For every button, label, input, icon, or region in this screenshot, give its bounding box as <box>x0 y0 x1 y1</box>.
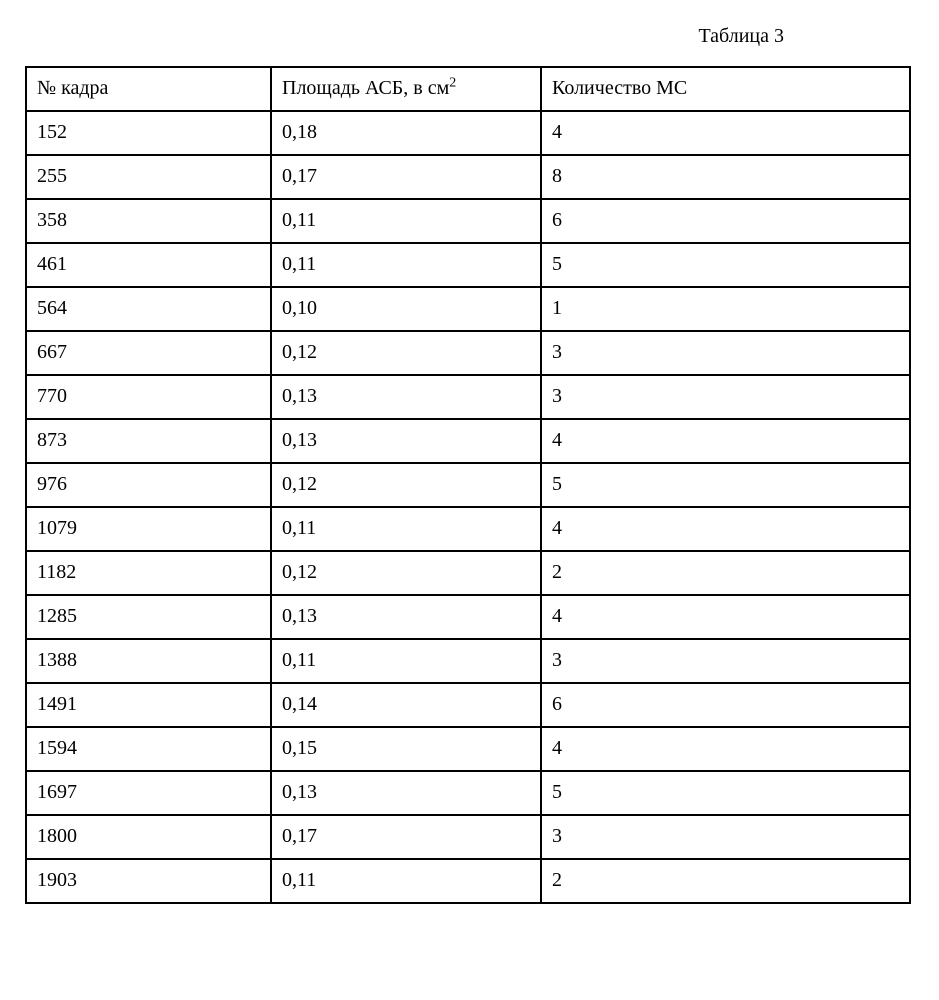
table-cell: 5 <box>541 771 910 815</box>
table-row: 14910,146 <box>26 683 910 727</box>
table-cell: 0,11 <box>271 507 541 551</box>
table-row: 4610,115 <box>26 243 910 287</box>
table-cell: 3 <box>541 815 910 859</box>
table-row: 18000,173 <box>26 815 910 859</box>
table-cell: 1903 <box>26 859 271 903</box>
table-cell: 1079 <box>26 507 271 551</box>
table-caption: Таблица 3 <box>25 25 784 48</box>
table-row: 10790,114 <box>26 507 910 551</box>
table-cell: 873 <box>26 419 271 463</box>
table-cell: 0,11 <box>271 243 541 287</box>
table-cell: 3 <box>541 375 910 419</box>
data-table: № кадра Площадь АСБ, в см2 Количество МС… <box>25 66 911 904</box>
table-cell: 0,13 <box>271 375 541 419</box>
table-cell: 152 <box>26 111 271 155</box>
table-row: 5640,101 <box>26 287 910 331</box>
table-cell: 4 <box>541 727 910 771</box>
table-row: 15940,154 <box>26 727 910 771</box>
table-header-row: № кадра Площадь АСБ, в см2 Количество МС <box>26 67 910 111</box>
table-cell: 0,17 <box>271 815 541 859</box>
table-cell: 1388 <box>26 639 271 683</box>
table-cell: 0,13 <box>271 595 541 639</box>
table-cell: 976 <box>26 463 271 507</box>
table-row: 2550,178 <box>26 155 910 199</box>
table-cell: 770 <box>26 375 271 419</box>
table-cell: 461 <box>26 243 271 287</box>
table-cell: 0,13 <box>271 771 541 815</box>
table-row: 16970,135 <box>26 771 910 815</box>
table-cell: 5 <box>541 243 910 287</box>
table-cell: 1491 <box>26 683 271 727</box>
table-cell: 4 <box>541 507 910 551</box>
col-header-count: Количество МС <box>541 67 910 111</box>
table-cell: 1697 <box>26 771 271 815</box>
table-cell: 3 <box>541 639 910 683</box>
table-cell: 1594 <box>26 727 271 771</box>
table-cell: 5 <box>541 463 910 507</box>
table-cell: 0,18 <box>271 111 541 155</box>
table-row: 12850,134 <box>26 595 910 639</box>
table-cell: 4 <box>541 419 910 463</box>
table-cell: 1 <box>541 287 910 331</box>
table-cell: 4 <box>541 111 910 155</box>
table-body: 1520,1842550,1783580,1164610,1155640,101… <box>26 111 910 903</box>
table-row: 11820,122 <box>26 551 910 595</box>
table-row: 19030,112 <box>26 859 910 903</box>
table-cell: 358 <box>26 199 271 243</box>
table-cell: 6 <box>541 199 910 243</box>
table-row: 7700,133 <box>26 375 910 419</box>
table-row: 13880,113 <box>26 639 910 683</box>
table-row: 9760,125 <box>26 463 910 507</box>
col-header-area: Площадь АСБ, в см2 <box>271 67 541 111</box>
table-cell: 2 <box>541 551 910 595</box>
table-cell: 1285 <box>26 595 271 639</box>
table-cell: 2 <box>541 859 910 903</box>
table-row: 6670,123 <box>26 331 910 375</box>
table-cell: 667 <box>26 331 271 375</box>
table-cell: 564 <box>26 287 271 331</box>
table-cell: 0,11 <box>271 859 541 903</box>
col-header-frame: № кадра <box>26 67 271 111</box>
table-cell: 0,12 <box>271 551 541 595</box>
table-cell: 0,11 <box>271 199 541 243</box>
table-row: 8730,134 <box>26 419 910 463</box>
table-cell: 0,17 <box>271 155 541 199</box>
table-row: 1520,184 <box>26 111 910 155</box>
table-row: 3580,116 <box>26 199 910 243</box>
table-cell: 4 <box>541 595 910 639</box>
table-cell: 8 <box>541 155 910 199</box>
table-cell: 1182 <box>26 551 271 595</box>
table-cell: 0,12 <box>271 463 541 507</box>
table-cell: 3 <box>541 331 910 375</box>
table-cell: 0,11 <box>271 639 541 683</box>
table-cell: 255 <box>26 155 271 199</box>
table-cell: 1800 <box>26 815 271 859</box>
table-cell: 0,14 <box>271 683 541 727</box>
table-cell: 0,10 <box>271 287 541 331</box>
table-cell: 0,13 <box>271 419 541 463</box>
table-cell: 6 <box>541 683 910 727</box>
table-cell: 0,15 <box>271 727 541 771</box>
table-cell: 0,12 <box>271 331 541 375</box>
